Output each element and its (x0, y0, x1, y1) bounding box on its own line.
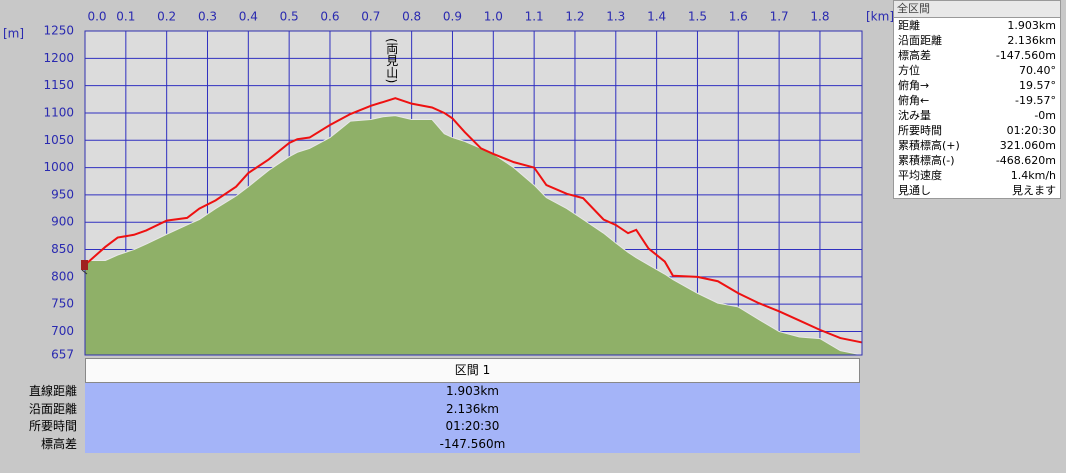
summary-value: 1.903km (1007, 19, 1056, 32)
x-tick-label: 1.4 (647, 10, 666, 24)
summary-row: 所要時間 01:20:30 (894, 123, 1060, 138)
summary-label: 沿面距離 (898, 34, 942, 47)
y-tick-label: 1050 (43, 133, 74, 147)
section-row: 直線距離 1.903km (0, 383, 862, 401)
y-tick-label: 850 (51, 242, 74, 256)
x-tick-label: 1.6 (729, 10, 748, 24)
x-tick-label: 0.8 (402, 10, 421, 24)
y-tick-label: 900 (51, 215, 74, 229)
summary-row: 平均速度 1.4km/h (894, 168, 1060, 183)
route-line (84, 97, 863, 344)
summary-title: 全区間 (893, 0, 1061, 18)
x-tick-label: 0.2 (157, 10, 176, 24)
x-tick-label: 0.4 (239, 10, 258, 24)
x-tick-label: 1.7 (770, 10, 789, 24)
x-tick-label: 1.1 (525, 10, 544, 24)
summary-value: 1.4km/h (1010, 169, 1056, 182)
summary-value: 321.060m (999, 139, 1056, 152)
x-tick-label: 1.2 (565, 10, 584, 24)
summary-row: 沈み量 -0m (894, 108, 1060, 123)
summary-panel: 全区間 距離 1.903km 沿面距離 2.136km 標高差 -147.560m 方位 70… (893, 0, 1061, 199)
section-row: 沿面距離 2.136km (0, 400, 862, 418)
x-tick-label: 0.9 (443, 10, 462, 24)
y-tick-label: 800 (51, 269, 74, 283)
summary-row: 累積標高(-) -468.620m (894, 153, 1060, 168)
summary-value: 2.136km (1007, 34, 1056, 47)
summary-rows: 距離 1.903km 沿面距離 2.136km 標高差 -147.560m 方位 70.40°… (893, 18, 1061, 199)
plot-frame (84, 30, 863, 356)
summary-row: 沿面距離 2.136km (894, 33, 1060, 48)
summary-label: 俯角→ (898, 79, 930, 92)
section-value: -147.560m (85, 435, 860, 453)
summary-row: 標高差 -147.560m (894, 48, 1060, 63)
section-label: 沿面距離 (28, 401, 77, 416)
y-tick-label: 950 (51, 187, 74, 201)
summary-value: 19.57° (1019, 79, 1056, 92)
section-value: 1.903km (85, 383, 860, 401)
x-tick-label: 0.5 (280, 10, 299, 24)
summary-value: -147.560m (995, 49, 1056, 62)
summary-row: 俯角→ 19.57° (894, 78, 1060, 93)
section-label: 所要時間 (28, 419, 77, 433)
x-tick-label: 0.7 (361, 10, 380, 24)
summary-value: -0m (1034, 109, 1056, 122)
summary-label: 累積標高(+) (898, 139, 960, 152)
terrain-area (84, 115, 863, 356)
x-tick-label: 1.8 (810, 10, 829, 24)
section-row: 所要時間 01:20:30 (0, 418, 862, 436)
section-label: 標高差 (40, 436, 77, 451)
x-tick-label: 0.0 (87, 10, 106, 24)
summary-row: 俯角← -19.57° (894, 93, 1060, 108)
summary-value: 70.40° (1019, 64, 1056, 77)
summary-label: 累積標高(-) (898, 154, 955, 167)
x-tick-label: 0.1 (116, 10, 135, 24)
x-tick-label: 0.6 (320, 10, 339, 24)
start-marker (81, 260, 88, 275)
y-tick-label: 1200 (43, 51, 74, 65)
y-tick-label: 750 (51, 297, 74, 311)
section-value: 01:20:30 (85, 418, 860, 436)
summary-row: 方位 70.40° (894, 63, 1060, 78)
y-tick-label: 1000 (43, 160, 74, 174)
annotation: (両見山) (385, 38, 399, 83)
summary-value: -19.57° (1015, 94, 1056, 107)
x-tick-label: 1.5 (688, 10, 707, 24)
y-tick-label: 1150 (43, 78, 74, 92)
summary-label: 距離 (898, 19, 920, 32)
section-label: 直線距離 (28, 384, 77, 398)
summary-label: 平均速度 (898, 169, 942, 182)
summary-label: 俯角← (898, 94, 930, 107)
summary-label: 所要時間 (898, 124, 942, 137)
summary-label: 方位 (898, 64, 920, 77)
section-row: 標高差 -147.560m (0, 435, 862, 453)
y-tick-label: 1250 (43, 24, 74, 38)
summary-row: 距離 1.903km (894, 18, 1060, 33)
summary-row: 累積標高(+) 321.060m (894, 138, 1060, 153)
y-tick-label: 1100 (43, 105, 74, 119)
summary-value: -468.620m (995, 154, 1056, 167)
section-table: 区間 1 直線距離 1.903km 沿面距離 2.136km 所要時間 01:20:30 標… (0, 358, 862, 453)
summary-row: 見通し 見えます (894, 183, 1060, 198)
x-tick-label: 0.3 (198, 10, 217, 24)
summary-label: 標高差 (898, 49, 931, 62)
x-tick-label: 1.0 (484, 10, 503, 24)
x-axis-label: [km] (866, 10, 894, 24)
marks (84, 97, 863, 356)
section-rows: 直線距離 1.903km 沿面距離 2.136km 所要時間 01:20:30 標高差 -14… (0, 383, 862, 453)
x-tick-label: 1.3 (606, 10, 625, 24)
section-header: 区間 1 (85, 358, 860, 383)
y-tick-label: 657 (51, 348, 74, 362)
summary-value: 01:20:30 (1006, 124, 1056, 137)
y-tick-label: 700 (51, 324, 74, 338)
summary-label: 沈み量 (898, 109, 931, 122)
summary-value: 見えます (1012, 184, 1056, 197)
summary-label: 見通し (898, 184, 931, 197)
y-axis-label: [m] (3, 27, 24, 41)
section-value: 2.136km (85, 400, 860, 418)
